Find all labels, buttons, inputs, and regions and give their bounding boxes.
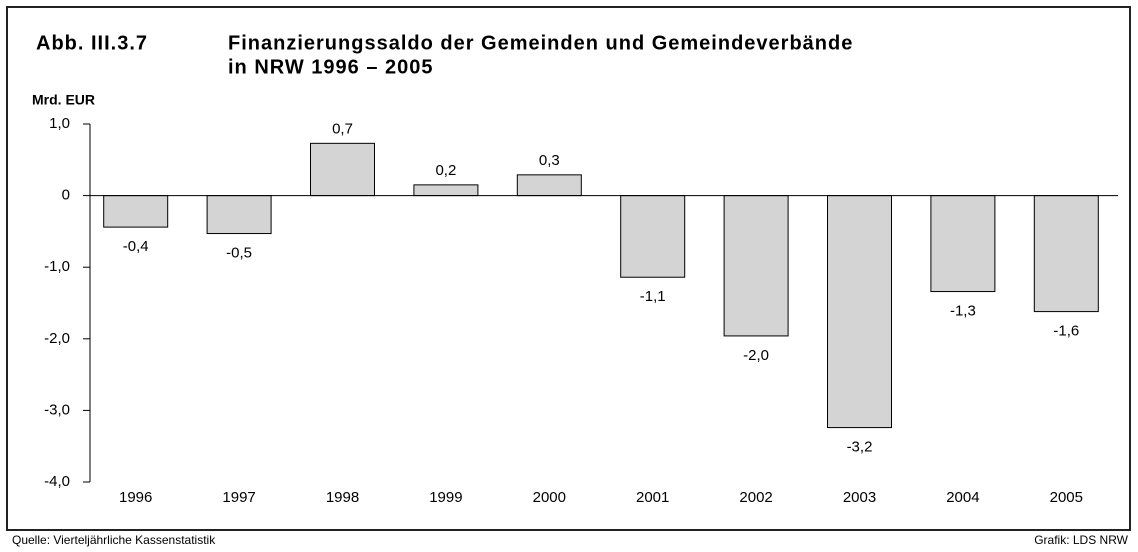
frame [6, 6, 1131, 531]
bar [930, 195, 996, 293]
data-label: -1,3 [950, 303, 976, 320]
x-tick-label: 2001 [636, 489, 669, 506]
x-tick-label: 2003 [843, 489, 876, 506]
y-tick-label: -2,0 [44, 330, 70, 347]
data-label: -1,1 [640, 288, 666, 305]
x-tick-label: 1997 [222, 489, 255, 506]
y-tick-label: -1,0 [44, 258, 70, 275]
bar [516, 174, 582, 197]
credit: Grafik: LDS NRW [1034, 533, 1128, 547]
data-label: -0,5 [226, 245, 252, 262]
bar [310, 142, 375, 197]
y-tick-label: -3,0 [44, 401, 70, 418]
x-tick-label: 2000 [533, 489, 566, 506]
bar [103, 195, 169, 228]
y-tick-label: 1,0 [49, 115, 70, 132]
bar [206, 195, 272, 235]
bar [620, 195, 686, 278]
y-axis-label: Mrd. EUR [32, 92, 95, 108]
x-tick-label: 2005 [1050, 489, 1083, 506]
data-label: 0,3 [539, 152, 560, 169]
bar [723, 195, 789, 337]
source: Quelle: Vierteljährliche Kassenstatistik [12, 533, 216, 547]
x-tick-label: 1998 [326, 489, 359, 506]
bar [413, 184, 479, 197]
x-tick-label: 1996 [119, 489, 152, 506]
data-label: -1,6 [1053, 323, 1079, 340]
data-label: 0,2 [435, 162, 456, 179]
data-label: -3,2 [847, 439, 873, 456]
y-tick-label: -4,0 [44, 473, 70, 490]
figure-label: Abb. III.3.7 [36, 32, 148, 54]
bar [827, 195, 892, 429]
x-tick-label: 2002 [739, 489, 772, 506]
x-tick-label: 1999 [429, 489, 462, 506]
y-tick-label: 0 [62, 187, 70, 204]
x-tick-label: 2004 [946, 489, 979, 506]
data-label: -2,0 [743, 347, 769, 364]
bar [1033, 195, 1099, 313]
data-label: -0,4 [123, 238, 149, 255]
chart-title: Finanzierungssaldo der Gemeinden und Gem… [228, 32, 853, 54]
chart-title: in NRW 1996 – 2005 [228, 56, 434, 78]
data-label: 0,7 [332, 120, 353, 137]
